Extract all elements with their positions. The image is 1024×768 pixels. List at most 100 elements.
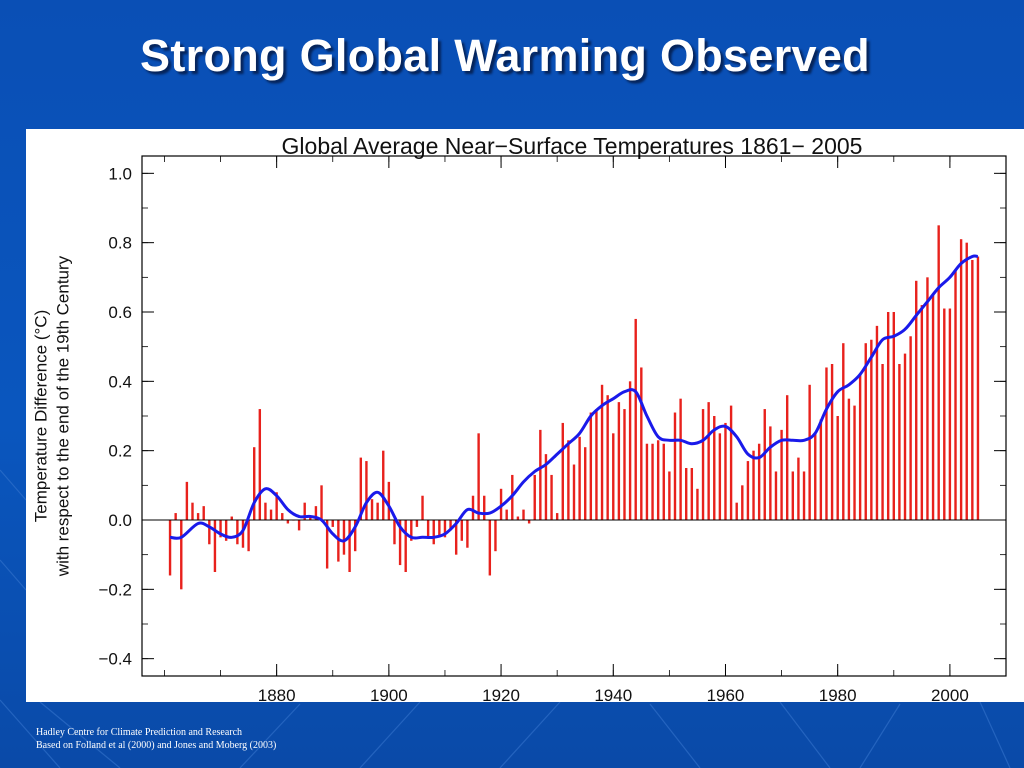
x-tick-label: 1940 xyxy=(594,686,632,702)
temperature-bar xyxy=(858,374,862,520)
temperature-bar xyxy=(628,381,632,520)
temperature-bar xyxy=(785,395,789,520)
temperature-bar xyxy=(741,485,744,520)
x-tick-label: 1960 xyxy=(707,686,745,702)
temperature-bar xyxy=(460,520,463,541)
temperature-bar xyxy=(516,516,520,520)
temperature-bar xyxy=(920,305,924,520)
y-tick-label: 0.4 xyxy=(108,372,132,391)
temperature-bar xyxy=(325,520,329,569)
temperature-bar xyxy=(410,520,413,541)
temperature-bar xyxy=(763,409,766,520)
temperature-bar xyxy=(191,502,194,520)
temperature-bar xyxy=(466,520,469,548)
temperature-bar xyxy=(836,416,839,520)
temperature-chart: Global Average Near−Surface Temperatures… xyxy=(31,133,1007,702)
temperature-bar xyxy=(870,339,873,520)
temperature-bar xyxy=(814,433,817,520)
temperature-bar xyxy=(976,256,980,520)
temperature-bar xyxy=(696,488,699,520)
chart-title: Global Average Near−Surface Temperatures… xyxy=(282,133,863,159)
temperature-bar xyxy=(342,520,346,555)
temperature-bar xyxy=(640,367,643,520)
temperature-bar xyxy=(780,429,783,520)
y-axis-label: Temperature Difference (°C) with respect … xyxy=(31,255,72,577)
temperature-bar xyxy=(791,471,795,520)
temperature-bar xyxy=(634,318,637,520)
temperature-bar xyxy=(253,447,256,520)
temperature-bar xyxy=(948,308,952,520)
temperature-bar xyxy=(393,520,396,545)
y-axis-label-line: with respect to the end of the 19th Cent… xyxy=(53,255,72,577)
temperature-bar xyxy=(483,495,486,520)
temperature-bar xyxy=(353,520,357,552)
temperature-bar xyxy=(617,402,621,520)
temperature-bar xyxy=(724,422,727,520)
footer-line-credit: Hadley Centre for Climate Prediction and… xyxy=(36,727,243,738)
temperature-bar xyxy=(297,520,301,531)
temperature-bar xyxy=(729,405,733,520)
temperature-bar xyxy=(679,398,682,520)
temperature-bar xyxy=(219,520,222,538)
footer: Hadley Centre for Climate Prediction and… xyxy=(36,726,276,752)
temperature-bar xyxy=(651,443,654,520)
temperature-bar xyxy=(258,409,262,520)
y-tick-label: 0.0 xyxy=(108,511,132,530)
temperature-bar xyxy=(522,509,525,520)
temperature-bar xyxy=(690,468,694,520)
y-tick-label: 1.0 xyxy=(108,164,132,183)
temperature-bar xyxy=(926,277,929,520)
temperature-bar xyxy=(971,260,974,520)
temperature-bar xyxy=(382,450,385,520)
temperature-bar xyxy=(701,409,705,520)
temperature-bar xyxy=(892,312,895,520)
temperature-bar xyxy=(539,429,542,520)
temperature-bar xyxy=(404,520,407,572)
temperature-bar xyxy=(275,492,278,520)
temperature-bar xyxy=(645,443,649,520)
temperature-bar xyxy=(713,416,716,520)
temperature-bar xyxy=(830,364,834,520)
temperature-bar xyxy=(471,495,475,520)
temperature-bar xyxy=(286,520,290,524)
temperature-bar xyxy=(965,242,968,521)
temperature-bar xyxy=(707,402,710,520)
temperature-bar xyxy=(595,409,598,520)
chart-panel: Global Average Near−Surface Temperatures… xyxy=(26,129,1024,702)
temperature-bar xyxy=(370,499,374,520)
temperature-bar xyxy=(477,433,480,520)
temperature-bar xyxy=(168,520,172,576)
temperature-bar xyxy=(415,520,419,527)
temperature-bar xyxy=(488,520,492,576)
temperature-bar xyxy=(718,433,722,520)
temperature-bar xyxy=(555,513,559,520)
temperature-bar xyxy=(426,520,430,538)
temperature-bar xyxy=(943,308,946,520)
temperature-bar xyxy=(606,395,609,520)
temperature-bar xyxy=(314,506,318,520)
temperature-bar xyxy=(612,433,615,520)
temperature-bar xyxy=(185,481,189,520)
x-tick-label: 1920 xyxy=(482,686,520,702)
temperature-bar xyxy=(505,509,508,520)
temperature-bar xyxy=(735,502,738,520)
temperature-bar xyxy=(797,457,800,520)
temperature-bar xyxy=(662,443,665,520)
temperature-bar xyxy=(527,520,531,524)
temperature-bar xyxy=(544,454,548,520)
temperature-bar xyxy=(959,239,963,520)
y-tick-label: 0.8 xyxy=(108,234,132,253)
temperature-bar xyxy=(853,405,856,520)
temperature-bar xyxy=(348,520,351,572)
temperature-bar xyxy=(224,520,228,541)
temperature-bar xyxy=(757,443,761,520)
temperature-bar xyxy=(303,502,306,520)
slide-title: Strong Global Warming Observed xyxy=(140,30,870,81)
temperature-bar xyxy=(578,436,581,520)
x-tick-label: 2000 xyxy=(931,686,969,702)
temperature-bar xyxy=(421,495,424,520)
temperature-bar xyxy=(600,384,604,520)
temperature-bar xyxy=(264,502,267,520)
temperature-bar xyxy=(802,471,806,520)
temperature-bar xyxy=(769,426,772,520)
